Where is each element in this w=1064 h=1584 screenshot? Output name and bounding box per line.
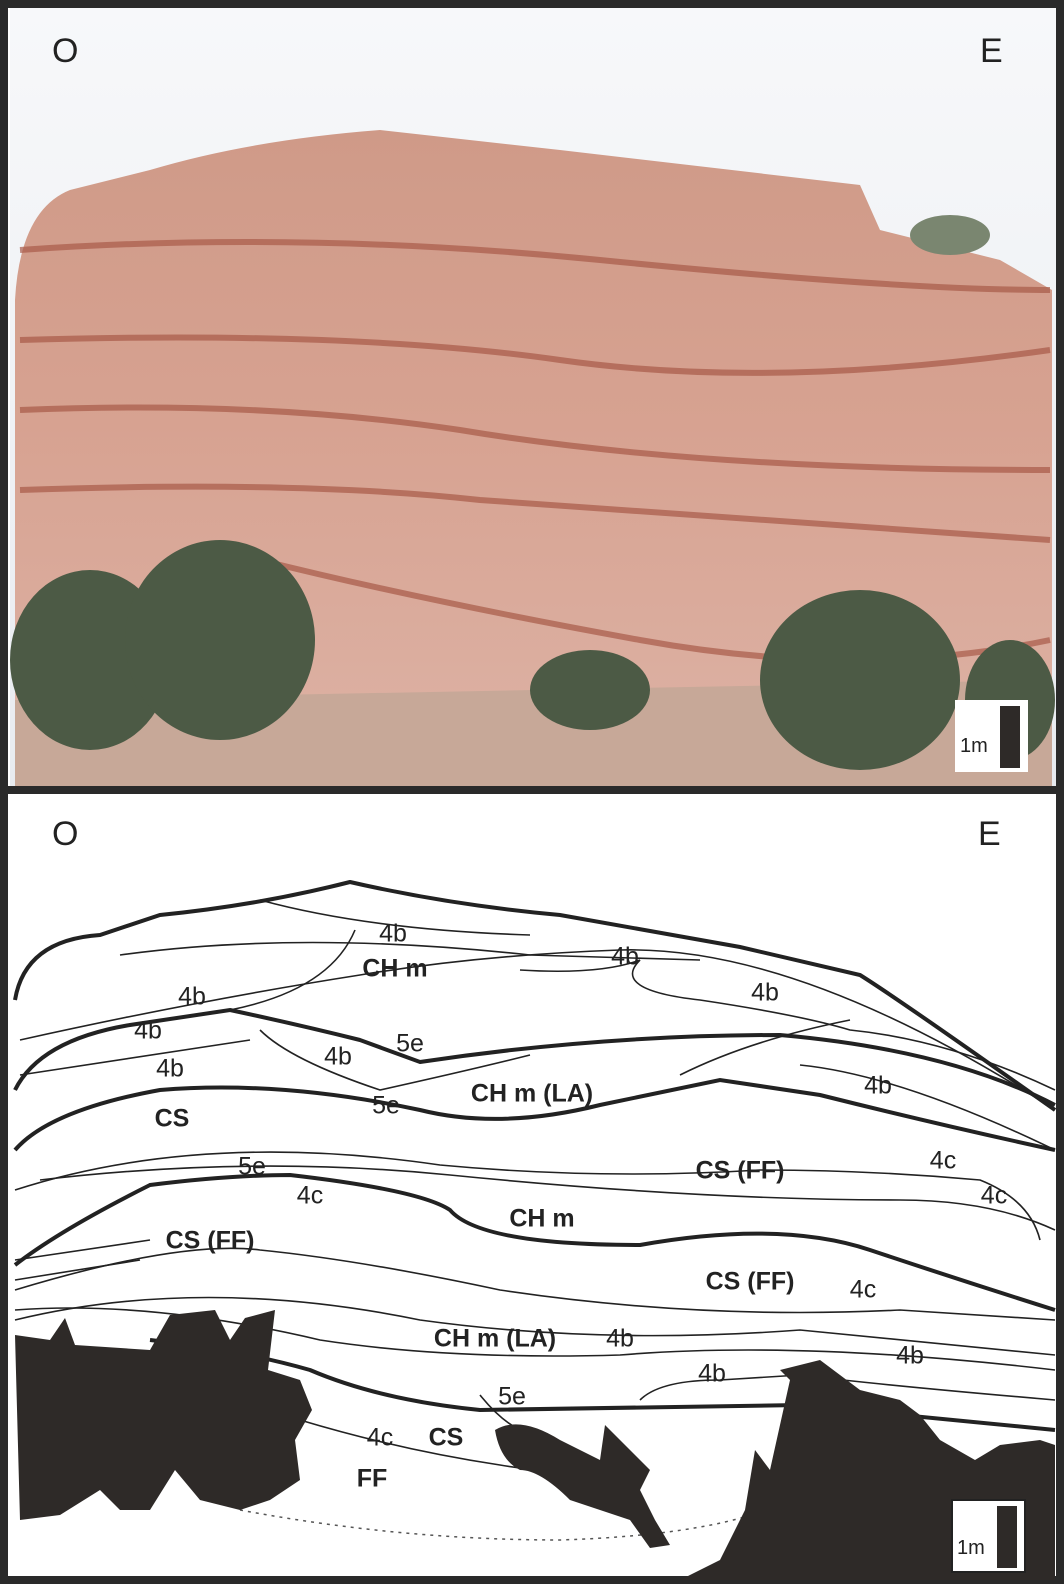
facies-label: CH m (LA) (434, 1325, 556, 1353)
west-label: O (52, 32, 78, 70)
facies-label: CS (FF) (696, 1157, 785, 1185)
facies-label: 5e (498, 1383, 526, 1411)
facies-label: 4c (930, 1147, 956, 1175)
facies-label: 4b (156, 1055, 184, 1083)
figure: O E 1m O E (0, 0, 1064, 1584)
facies-label: CH m (LA) (471, 1080, 593, 1108)
facies-label: CH m (509, 1205, 574, 1233)
scale-label: 1m (957, 1537, 985, 1559)
facies-label: 4b (864, 1072, 892, 1100)
facies-label: FF (357, 1465, 388, 1493)
scale-label: 1m (960, 735, 988, 757)
facies-label: 4b (324, 1043, 352, 1071)
facies-label: 5e (372, 1092, 400, 1120)
east-label: E (980, 32, 1003, 70)
facies-label: CS (429, 1424, 464, 1452)
scale-bar: 1m (952, 1500, 1025, 1572)
facies-label: 4b (751, 979, 779, 1007)
west-label: O (52, 815, 78, 853)
facies-label: CS (FF) (706, 1268, 795, 1296)
facies-label: 4b (178, 983, 206, 1011)
photo-panel: O E 1m (4, 4, 1060, 790)
facies-label: CS (FF) (166, 1227, 255, 1255)
facies-label: CH m (362, 955, 427, 983)
facies-label: 4b (134, 1017, 162, 1045)
facies-label: 4b (698, 1360, 726, 1388)
facies-label: 4c (297, 1182, 323, 1210)
facies-label: 5e (396, 1030, 424, 1058)
facies-label: 4c (367, 1424, 393, 1452)
facies-label: CS (155, 1105, 190, 1133)
facies-label: 5e (238, 1153, 266, 1181)
facies-label: 4b (606, 1325, 634, 1353)
facies-label: 4b (379, 920, 407, 948)
facies-label: 4c (850, 1276, 876, 1304)
facies-label: 4c (981, 1182, 1007, 1210)
scale-bar: 1m (955, 700, 1028, 772)
sketch-panel: O E (4, 790, 1060, 1580)
facies-label: 4b (896, 1342, 924, 1370)
east-label: E (978, 815, 1001, 853)
facies-label: 4b (611, 943, 639, 971)
